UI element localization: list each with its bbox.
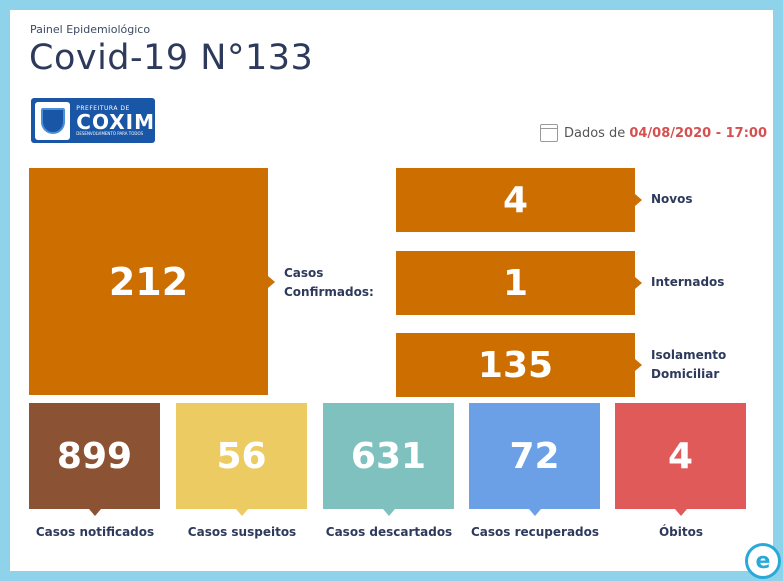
page-subtitle: Painel Epidemiológico [30,23,151,36]
confirmed-cases-value: 212 [108,259,189,304]
calendar-icon [539,124,558,142]
home-isolation-label: Isolamento Domiciliar [651,346,726,384]
stat-recovered-label: Casos recuperados [470,525,600,539]
hospitalized-box: 1 [396,251,642,315]
hospitalized-value: 1 [502,262,529,304]
stat-suspected-value: 56 [216,435,267,477]
date-value: 04/08/2020 - 17:00 [629,125,767,141]
stat-suspected-label: Casos suspeitos [187,525,297,539]
logo-line1: PREFEITURA DE [76,104,130,112]
confirmed-label-line2: Confirmados: [284,285,374,299]
home-isolation-box: 135 [396,333,642,397]
logo-line2: COXIM [76,109,155,134]
e-logo-icon: e [745,543,781,579]
stat-notified-value: 899 [56,435,133,477]
confirmed-cases-label: Casos Confirmados: [284,264,374,302]
stat-recovered: 72 [469,403,600,516]
data-date: Dados de 04/08/2020 - 17:00 [539,124,767,142]
stat-recovered-value: 72 [509,435,560,477]
stat-discarded-label: Casos descartados [325,525,453,539]
stat-discarded: 631 [323,403,454,516]
stat-deaths: 4 [615,403,746,516]
hospitalized-label: Internados [651,275,725,289]
stat-deaths-label: Óbitos [658,525,704,539]
confirmed-cases-box: 212 [29,168,275,395]
confirmed-label-line1: Casos [284,266,324,280]
stat-discarded-value: 631 [350,435,427,477]
prefeitura-logo: PREFEITURA DE COXIM DESENVOLVIMENTO PARA… [31,98,155,143]
page-title: Covid-19 N°133 [29,38,314,78]
home-isolation-label-line1: Isolamento [651,348,727,362]
new-cases-label: Novos [651,192,693,206]
stat-suspected: 56 [176,403,307,516]
stat-deaths-value: 4 [667,435,694,477]
date-prefix: Dados de [563,125,626,141]
home-isolation-label-line2: Domiciliar [651,367,720,381]
coat-of-arms-icon [35,101,71,140]
home-isolation-value: 135 [477,344,554,386]
new-cases-box: 4 [396,168,642,232]
stat-notified-label: Casos notificados [35,525,155,539]
new-cases-value: 4 [502,179,529,221]
stat-notified: 899 [29,403,160,516]
logo-line3: DESENVOLVIMENTO PARA TODOS [76,130,144,136]
